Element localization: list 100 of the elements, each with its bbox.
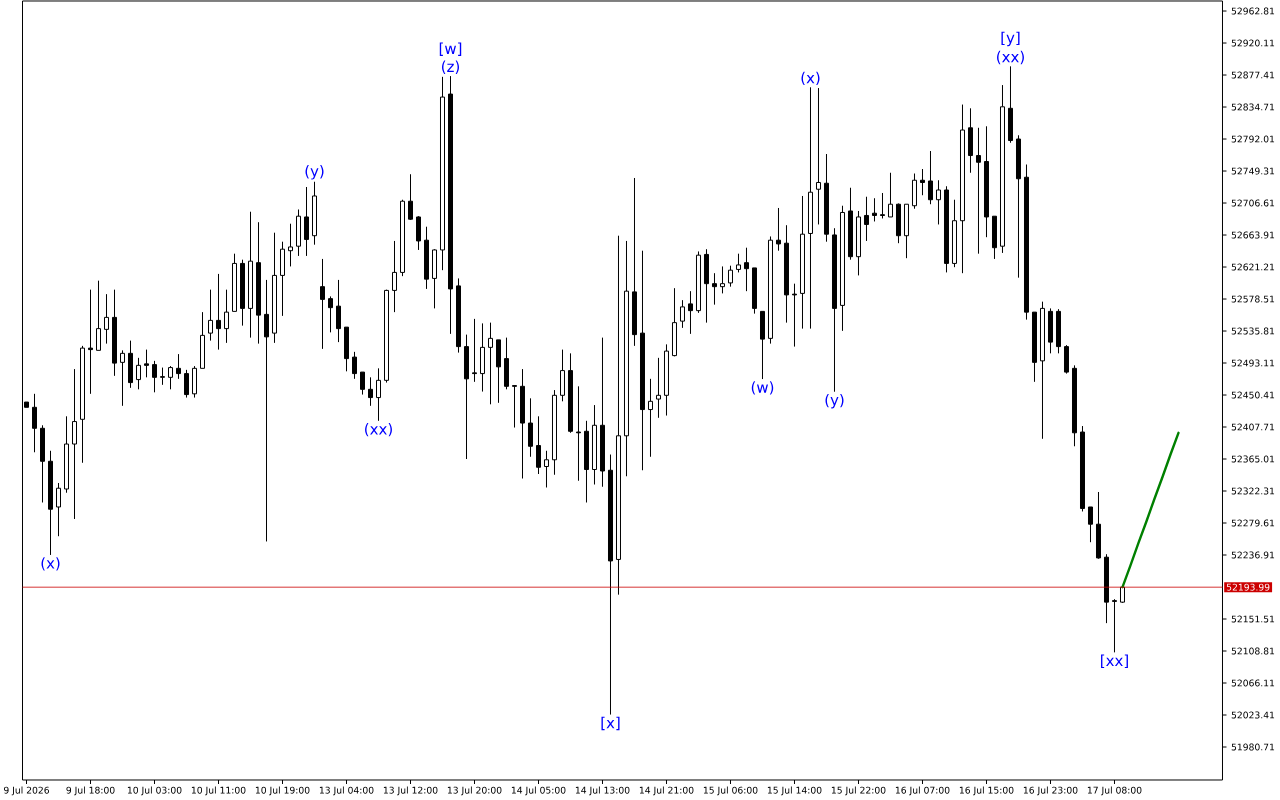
candlestick <box>440 76 445 271</box>
candlestick <box>528 397 533 458</box>
x-tick-label: 15 Jul 06:00 <box>703 786 758 796</box>
candlestick <box>1095 491 1101 559</box>
candlestick <box>456 277 461 354</box>
candlestick <box>816 87 821 225</box>
y-tick-label: 52962.81 <box>1231 7 1275 15</box>
candlestick <box>712 272 717 306</box>
annotation: (x) <box>801 71 820 86</box>
y-tick-label: 52663.91 <box>1231 231 1275 239</box>
candlestick <box>983 125 989 238</box>
candlestick <box>272 232 277 344</box>
candlestick <box>176 353 182 380</box>
candlestick <box>656 357 661 419</box>
candlestick <box>104 293 110 345</box>
candlestick <box>64 415 70 494</box>
annotation: (z) <box>442 60 459 74</box>
candlestick <box>1103 553 1109 624</box>
candlestick <box>807 86 813 330</box>
candlestick <box>112 289 118 377</box>
candlestick <box>648 378 653 458</box>
candlestick <box>624 240 629 477</box>
candlestick <box>480 322 485 393</box>
candlestick <box>40 424 46 503</box>
x-tick-label: 13 Jul 12:00 <box>383 786 438 796</box>
annotation: [w] <box>439 42 462 56</box>
candlestick <box>823 153 829 243</box>
y-tick-label: 52279.61 <box>1231 519 1275 527</box>
y-tick-label: 52066.11 <box>1231 679 1275 687</box>
candlestick <box>967 107 973 174</box>
x-tick-label: 13 Jul 20:00 <box>447 786 502 796</box>
candlestick <box>392 240 397 313</box>
y-tick-label: 52108.81 <box>1231 647 1275 655</box>
y-tick-label: 52834.71 <box>1231 103 1275 111</box>
candlestick <box>783 224 789 324</box>
x-tick-label: 15 Jul 14:00 <box>767 786 822 796</box>
candlestick <box>560 349 565 402</box>
x-tick-label: 10 Jul 19:00 <box>255 786 310 796</box>
candlestick <box>728 265 733 288</box>
y-tick-label: 52578.51 <box>1231 295 1275 303</box>
candlestick <box>552 389 557 476</box>
x-tick-label: 16 Jul 07:00 <box>895 786 950 796</box>
x-tick-label: 14 Jul 05:00 <box>511 786 566 796</box>
candlestick <box>1071 364 1077 447</box>
candlestick <box>536 415 541 475</box>
x-tick-label: 16 Jul 15:00 <box>959 786 1014 796</box>
ref-line-label: 52193.99 <box>1226 583 1270 591</box>
candlestick <box>704 248 709 324</box>
candlestick <box>1047 307 1053 354</box>
candlestick <box>895 203 901 244</box>
candlestick <box>1007 65 1013 144</box>
candlestick <box>799 195 805 330</box>
candlestick <box>735 253 741 273</box>
candlestick <box>632 177 637 347</box>
candlestick <box>768 235 773 345</box>
annotation: (y) <box>825 393 844 409</box>
y-tick-label: 52493.11 <box>1231 359 1275 367</box>
y-tick-label: 52535.81 <box>1231 327 1275 335</box>
y-tick-label: 52450.41 <box>1231 391 1275 399</box>
x-tick-label: 17 Jul 08:00 <box>1087 786 1142 796</box>
candlestick <box>640 250 645 471</box>
candlestick <box>472 318 477 383</box>
candlestick <box>336 279 341 343</box>
x-tick-label: 9 Jul 2026 <box>3 786 50 796</box>
line-series <box>1121 431 1180 589</box>
candlestick <box>264 279 269 542</box>
y-tick-label: 52920.11 <box>1231 39 1275 47</box>
candlestick <box>919 168 925 196</box>
candlestick <box>1111 600 1117 653</box>
y-tick-label: 52151.51 <box>1231 615 1275 623</box>
candlestick <box>368 376 373 407</box>
candlestick <box>464 334 469 460</box>
candlestick <box>328 295 333 333</box>
candlestick <box>1023 164 1029 321</box>
candlestick <box>927 150 933 205</box>
candlestick <box>128 340 134 389</box>
candlestick <box>792 283 797 348</box>
candlestick <box>592 404 597 485</box>
y-tick-label: 52407.71 <box>1231 423 1275 431</box>
y-tick-label: 51980.71 <box>1231 743 1275 751</box>
candlestick <box>871 197 877 222</box>
y-tick-label: 52236.91 <box>1231 551 1275 559</box>
y-tick-label: 52365.01 <box>1231 455 1275 463</box>
candlestick <box>879 192 885 219</box>
candlestick <box>863 196 869 242</box>
candlestick <box>304 186 310 257</box>
candlestick <box>520 368 525 480</box>
candlestick <box>120 349 126 407</box>
candlestick <box>951 199 957 268</box>
candlestick <box>935 179 941 225</box>
candlestick <box>376 367 381 422</box>
candlestick <box>56 482 62 537</box>
candlestick <box>312 181 317 246</box>
y-tick-label: 52706.61 <box>1231 199 1275 207</box>
candlestick <box>504 337 509 390</box>
candlestick <box>48 450 54 556</box>
x-tick-label: 16 Jul 23:00 <box>1023 786 1078 796</box>
annotation: (w) <box>751 381 774 395</box>
candlestick <box>168 367 174 390</box>
annotation: (y) <box>305 165 324 180</box>
